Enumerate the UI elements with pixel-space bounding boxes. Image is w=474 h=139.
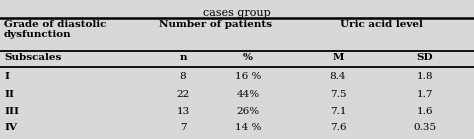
Text: 7: 7	[180, 123, 186, 132]
Text: Uric acid level: Uric acid level	[340, 20, 423, 29]
Text: 7.6: 7.6	[330, 123, 346, 132]
Text: 14 %: 14 %	[235, 123, 261, 132]
Text: 16 %: 16 %	[235, 72, 261, 81]
Text: 22: 22	[176, 90, 190, 99]
Text: Subscales: Subscales	[4, 53, 61, 62]
Text: %: %	[243, 53, 253, 62]
Text: 44%: 44%	[237, 90, 260, 99]
Text: M: M	[332, 53, 344, 62]
Text: 7.5: 7.5	[330, 90, 346, 99]
Text: Number of patients: Number of patients	[159, 20, 272, 29]
Text: cases group: cases group	[203, 8, 271, 18]
Text: 1.7: 1.7	[417, 90, 433, 99]
Text: 26%: 26%	[237, 107, 260, 116]
Text: 1.8: 1.8	[417, 72, 433, 81]
Text: 0.35: 0.35	[413, 123, 437, 132]
Text: SD: SD	[417, 53, 433, 62]
Text: I: I	[4, 72, 9, 81]
Text: Grade of diastolic
dysfunction: Grade of diastolic dysfunction	[4, 20, 106, 39]
Text: n: n	[179, 53, 187, 62]
Text: IV: IV	[4, 123, 17, 132]
Text: III: III	[4, 107, 19, 116]
Text: 7.1: 7.1	[330, 107, 346, 116]
Text: 13: 13	[176, 107, 190, 116]
Text: 8: 8	[180, 72, 186, 81]
Text: II: II	[4, 90, 14, 99]
Text: 1.6: 1.6	[417, 107, 433, 116]
Text: 8.4: 8.4	[330, 72, 346, 81]
